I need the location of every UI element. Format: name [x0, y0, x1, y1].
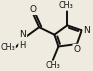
Text: O: O — [30, 5, 37, 14]
Text: H: H — [19, 41, 25, 50]
Text: N: N — [20, 30, 26, 39]
Text: CH₃: CH₃ — [45, 61, 60, 70]
Text: N: N — [83, 26, 90, 35]
Text: CH₃: CH₃ — [58, 1, 73, 10]
Text: O: O — [73, 45, 80, 54]
Text: CH₃: CH₃ — [0, 43, 15, 52]
